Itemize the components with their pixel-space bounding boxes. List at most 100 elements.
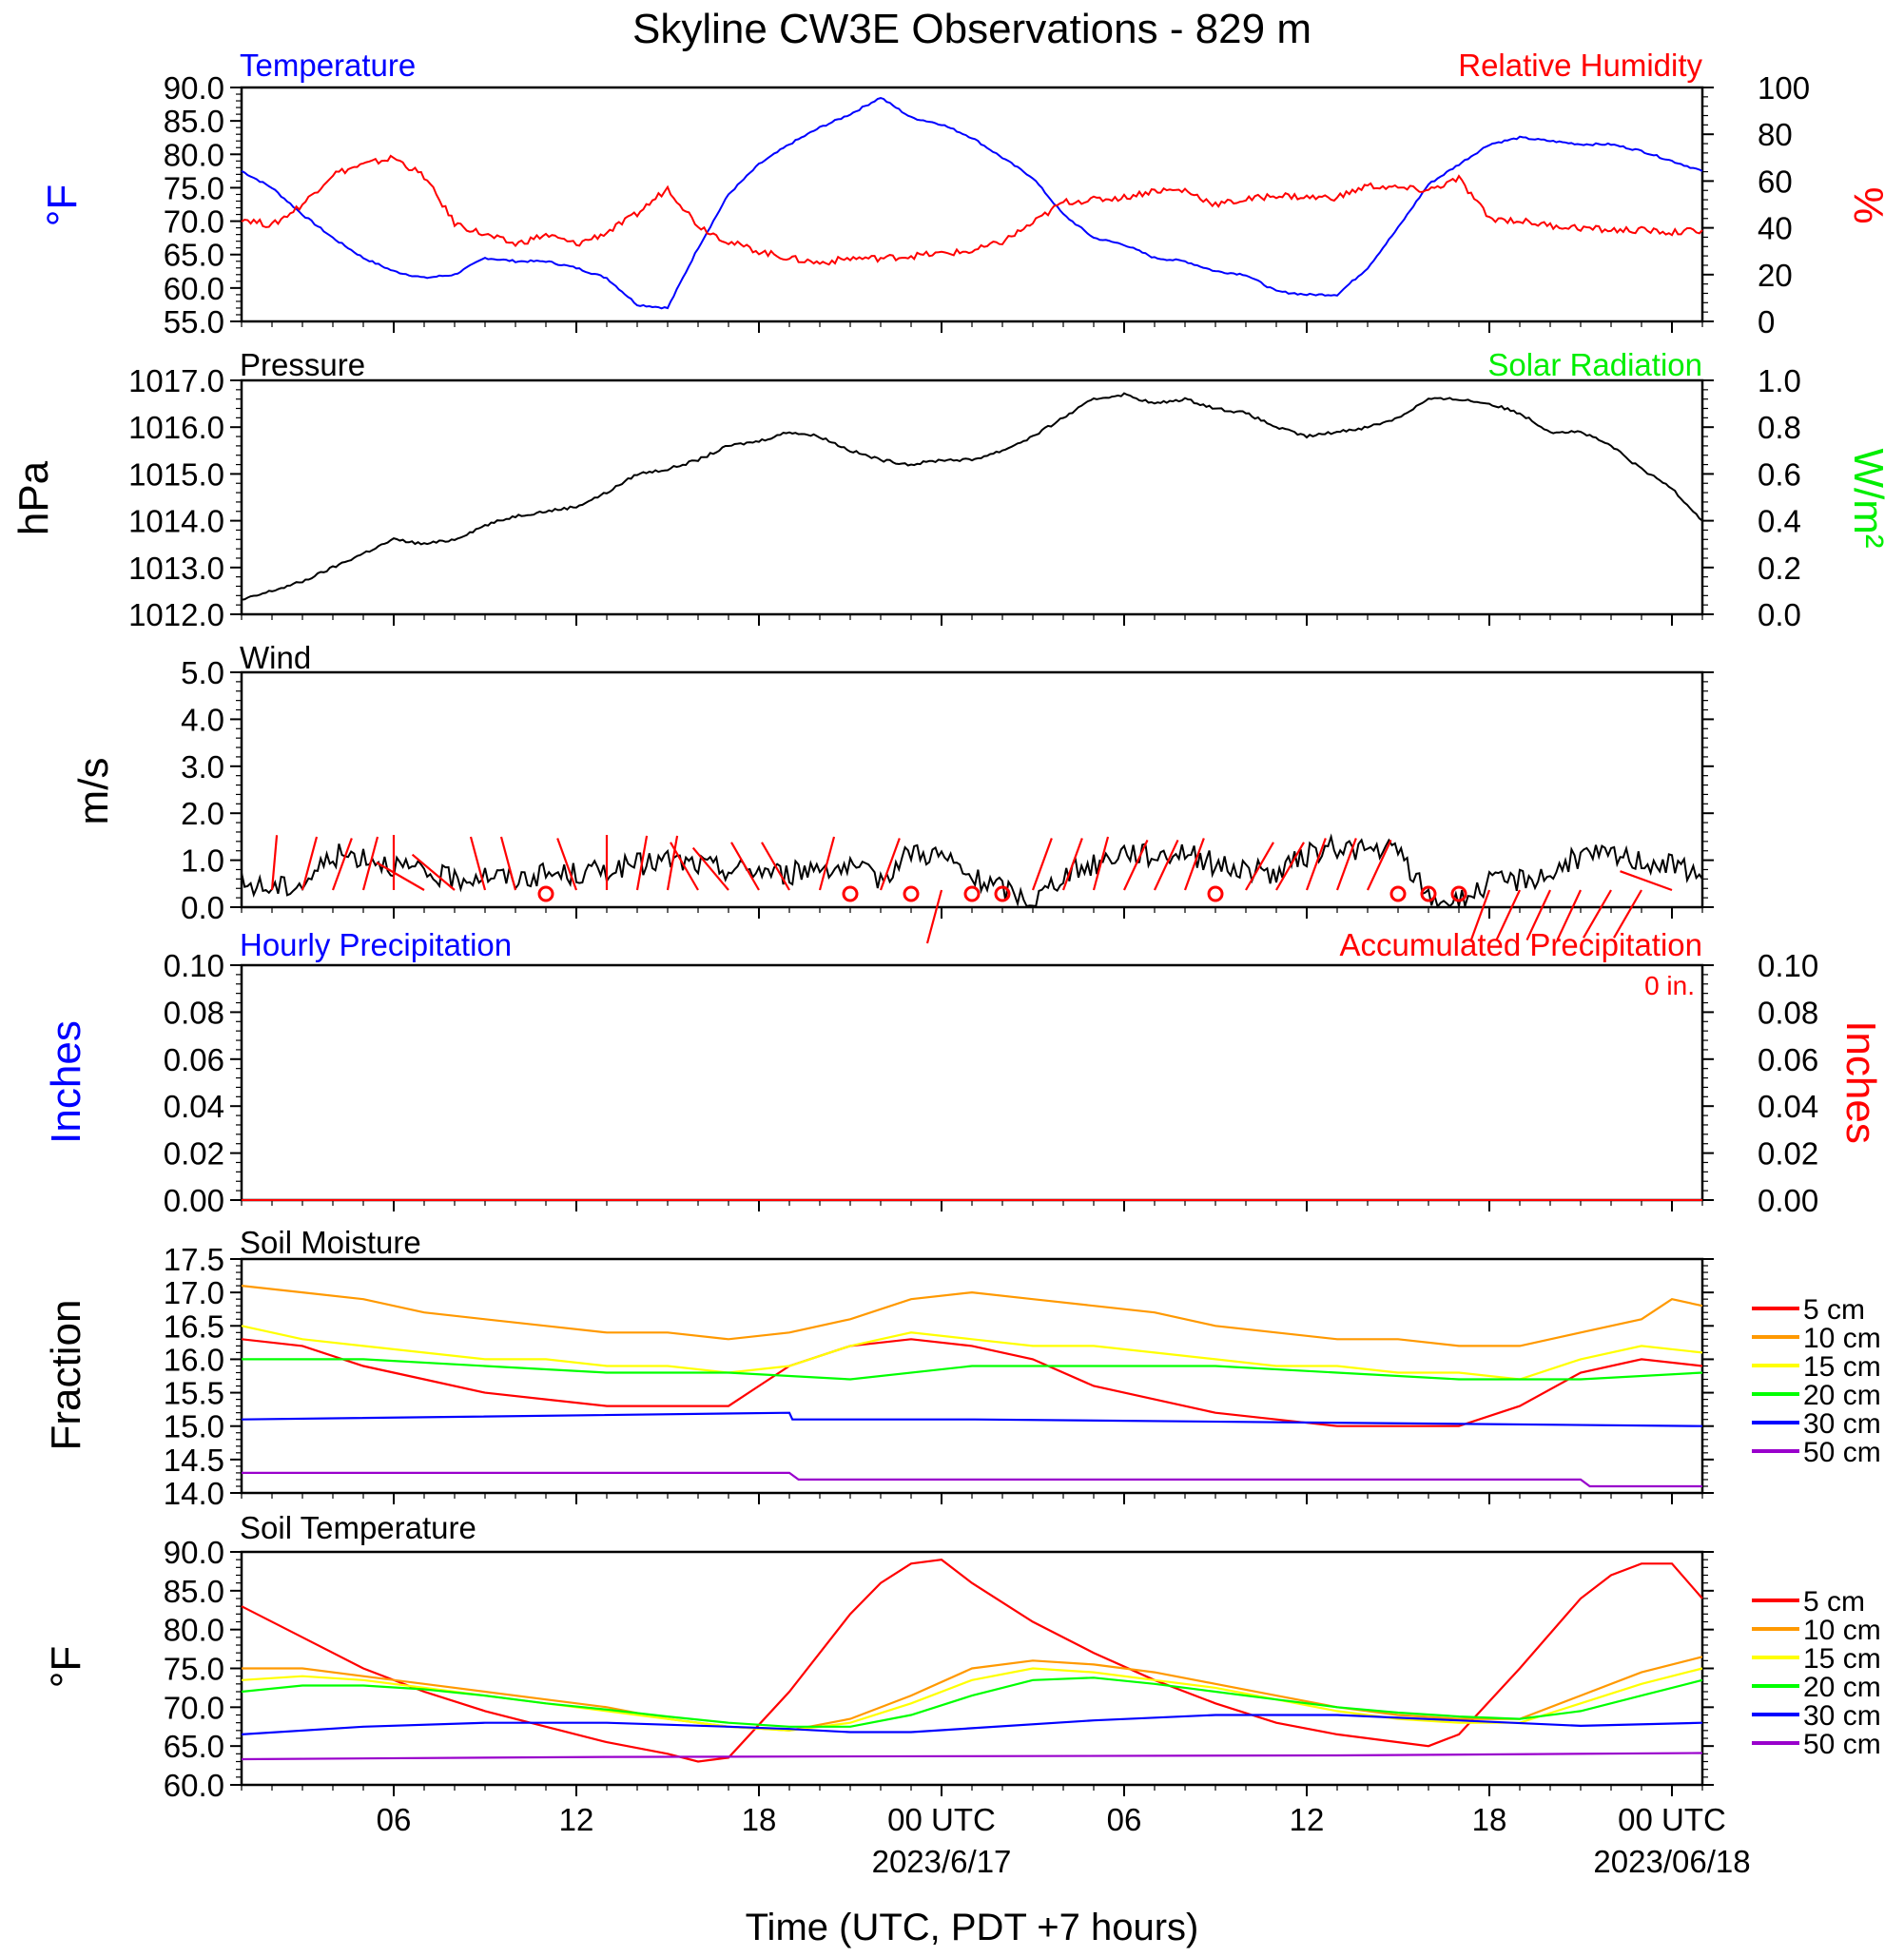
x-date-label: 2023/06/18 <box>1593 1844 1750 1879</box>
y2-tick-label: 0.6 <box>1758 456 1801 492</box>
wind-calm-marker <box>963 885 981 902</box>
wind-barb <box>1556 889 1582 941</box>
series-line-30-cm <box>241 1411 1703 1427</box>
y-tick-label: 0.08 <box>164 995 224 1030</box>
wind-barb <box>361 836 379 891</box>
y-tick-label: 70.0 <box>164 204 224 240</box>
wind-calm-marker <box>842 885 859 902</box>
legend-label: 10 cm <box>1803 1323 1881 1354</box>
series-line-5-cm <box>241 1559 1703 1763</box>
y-tick-label: 75.0 <box>164 170 224 205</box>
x-tick-label: 18 <box>1472 1802 1507 1837</box>
wind-barb <box>1335 838 1357 891</box>
hourly-precip-unit-label: Inches <box>43 1020 89 1144</box>
pressure-title: Pressure <box>240 347 365 382</box>
y-tick-label: 70.0 <box>164 1690 224 1725</box>
solar-unit-label: W/m² <box>1845 448 1892 548</box>
temperature-humidity-panel: Temperature Relative Humidity °F % 90.08… <box>39 48 1892 339</box>
y-tick-label: 1017.0 <box>128 363 224 398</box>
wind-barb <box>1123 839 1149 891</box>
y-tick-label: 60.0 <box>164 1768 224 1803</box>
accumulated-precip-title: Accumulated Precipitation <box>1339 927 1702 962</box>
y2-tick-label: 60 <box>1758 164 1793 199</box>
wind-barb <box>556 838 578 891</box>
y2-tick-label: 0.2 <box>1758 551 1801 586</box>
y-tick-label: 0.02 <box>164 1136 224 1172</box>
y-tick-label: 0.10 <box>164 948 224 983</box>
wind-barb <box>301 836 319 891</box>
x-tick-label: 00 UTC <box>887 1802 996 1837</box>
legend-label: 30 cm <box>1803 1408 1881 1440</box>
wind-barb <box>1183 838 1205 891</box>
soil-temperature-panel: Soil Temperature °F 90.0 85.0 80.0 75.070.0… <box>43 1510 1714 1803</box>
y2-tick-label: 80 <box>1758 117 1793 152</box>
figure-title: Skyline CW3E Observations - 829 m <box>632 6 1311 52</box>
wind-barb <box>331 838 353 891</box>
wind-barb <box>730 842 760 891</box>
soil-moisture-title: Soil Moisture <box>240 1225 421 1260</box>
y-tick-label: 3.0 <box>181 749 224 785</box>
y2-tick-label: 0.10 <box>1758 948 1818 983</box>
wind-calm-marker <box>1450 885 1467 902</box>
y-tick-label: 85.0 <box>164 104 224 139</box>
y-tick-label: 1012.0 <box>128 597 224 632</box>
wind-calm-marker <box>1389 885 1407 902</box>
series-line-15-cm <box>241 1325 1703 1381</box>
legend-label: 50 cm <box>1803 1729 1881 1760</box>
x-tick-label: 18 <box>742 1802 777 1837</box>
y2-tick-label: 0.02 <box>1758 1136 1818 1172</box>
y2-tick-label: 0.4 <box>1758 504 1801 539</box>
y2-tick-label: 1.0 <box>1758 363 1801 398</box>
series-line-50-cm <box>242 1471 1702 1488</box>
wind-barb <box>1305 838 1327 891</box>
series-line-pressure <box>241 392 1703 601</box>
y2-tick-label: 0.08 <box>1758 995 1818 1030</box>
wind-barb <box>761 842 790 891</box>
humidity-title: Relative Humidity <box>1458 48 1702 83</box>
y2-tick-label: 40 <box>1758 211 1793 246</box>
wind-barb <box>670 842 699 891</box>
soil-temperature-unit-label: °F <box>43 1646 89 1688</box>
wind-unit-label: m/s <box>70 758 117 825</box>
wind-barb <box>1275 842 1305 891</box>
y2-tick-label: 100 <box>1758 70 1810 106</box>
x-tick-label: 06 <box>1107 1802 1142 1837</box>
y-tick-label: 0.00 <box>164 1183 224 1218</box>
y-tick-label: 15.5 <box>164 1376 224 1411</box>
y-tick-label: 17.0 <box>164 1275 224 1310</box>
wind-barb <box>411 853 456 891</box>
wind-barb <box>1495 889 1521 941</box>
wind-barb <box>1031 838 1053 891</box>
y-tick-label: 85.0 <box>164 1574 224 1609</box>
y-tick-label: 1.0 <box>181 843 224 879</box>
wind-barb <box>376 862 425 891</box>
wind-barb <box>1061 838 1083 891</box>
solar-radiation-title: Solar Radiation <box>1487 347 1702 382</box>
y-tick-label: 1013.0 <box>128 551 224 586</box>
legend-label: 15 cm <box>1803 1643 1881 1675</box>
y-tick-label: 80.0 <box>164 1613 224 1648</box>
wind-barb <box>1245 842 1274 891</box>
wind-calm-marker <box>1207 885 1224 902</box>
y2-tick-label: 0.06 <box>1758 1042 1818 1077</box>
accumulated-precip-value: 0 in. <box>1644 971 1695 1000</box>
series-line-temperature <box>241 97 1703 310</box>
accumulated-precip-unit-label: Inches <box>1837 1020 1884 1144</box>
y-tick-label: 0.06 <box>164 1042 224 1077</box>
x-tick-label: 12 <box>559 1802 594 1837</box>
series-line-relative-humidity <box>241 154 1703 266</box>
x-axis-title: Time (UTC, PDT +7 hours) <box>746 1907 1199 1948</box>
y-tick-label: 0.0 <box>181 890 224 925</box>
wind-barb <box>499 836 517 891</box>
y-tick-label: 55.0 <box>164 304 224 339</box>
y-tick-label: 15.0 <box>164 1409 224 1444</box>
y-tick-label: 14.5 <box>164 1443 224 1478</box>
y2-tick-label: 0 <box>1758 304 1775 339</box>
series-line-10-cm <box>241 1285 1703 1347</box>
series-line-10-cm <box>242 1656 1703 1732</box>
y2-tick-label: 0.04 <box>1758 1089 1818 1124</box>
wind-calm-marker <box>537 885 554 902</box>
series-line-50-cm <box>241 1752 1703 1761</box>
